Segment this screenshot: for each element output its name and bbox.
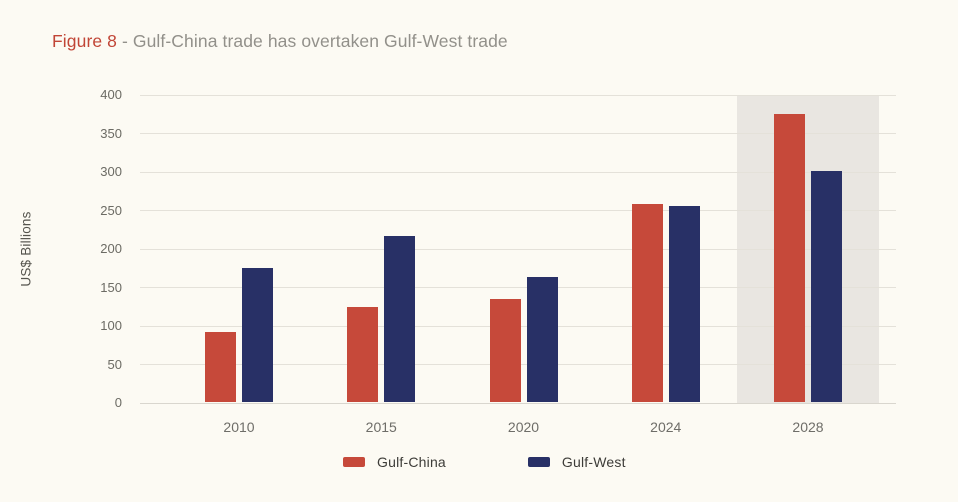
y-tick-label: 300: [100, 164, 122, 179]
x-axis-baseline: [140, 402, 896, 404]
x-axis-tick-labels: 2010 2015 2020 2024 2028: [140, 419, 896, 437]
y-tick-label: 50: [107, 356, 122, 372]
bar-gulf-west-2010: [242, 268, 273, 402]
gulf-west-swatch-icon: [527, 457, 550, 467]
legend-item-gulf-west: Gulf-West: [527, 454, 626, 470]
bar-gulf-china-2020: [489, 299, 521, 402]
gridline: [140, 210, 896, 211]
y-axis-tick-labels: 0 50 100 150 200 250 300 350 400: [58, 87, 122, 410]
gulf-china-swatch-icon: [343, 457, 365, 467]
bar-gulf-china-2028: [774, 114, 805, 402]
legend-label: Gulf-China: [377, 454, 446, 470]
figure-title-text: - Gulf-China trade has overtaken Gulf-We…: [122, 31, 508, 51]
gridline: [140, 171, 896, 173]
bar-gulf-west-2015: [384, 235, 416, 402]
y-tick-label: 200: [100, 241, 122, 256]
plot-area: [140, 94, 896, 404]
legend-label: Gulf-West: [561, 454, 626, 470]
y-tick-label: 250: [100, 202, 122, 218]
figure-title: Figure 8- Gulf-China trade has overtaken…: [52, 31, 508, 52]
legend-item-gulf-china: Gulf-China: [343, 454, 446, 470]
y-tick-label: 100: [100, 318, 122, 333]
gridline: [140, 133, 896, 134]
y-tick-label: 400: [100, 87, 122, 102]
gridline: [140, 248, 896, 250]
x-tick-label-2015: 2015: [365, 419, 397, 435]
figure-number: Figure 8: [52, 31, 117, 51]
bar-gulf-china-2015: [347, 306, 379, 402]
x-tick-label-2020: 2020: [507, 419, 540, 435]
bar-gulf-west-2020: [526, 276, 558, 402]
x-tick-label-2028: 2028: [792, 419, 824, 435]
gridline: [140, 287, 896, 288]
x-tick-label-2010: 2010: [223, 419, 255, 435]
y-tick-label: 0: [114, 395, 122, 410]
chart-legend: Gulf-China Gulf-West: [343, 452, 626, 472]
gridline: [140, 94, 896, 96]
bar-gulf-china-2024: [631, 204, 663, 402]
bar-gulf-china-2010: [205, 332, 236, 402]
x-tick-label-2024: 2024: [650, 419, 682, 435]
y-tick-label: 350: [100, 125, 122, 141]
bar-gulf-west-2028: [811, 171, 842, 402]
y-tick-label: 150: [100, 279, 122, 295]
bar-gulf-west-2024: [668, 205, 700, 402]
